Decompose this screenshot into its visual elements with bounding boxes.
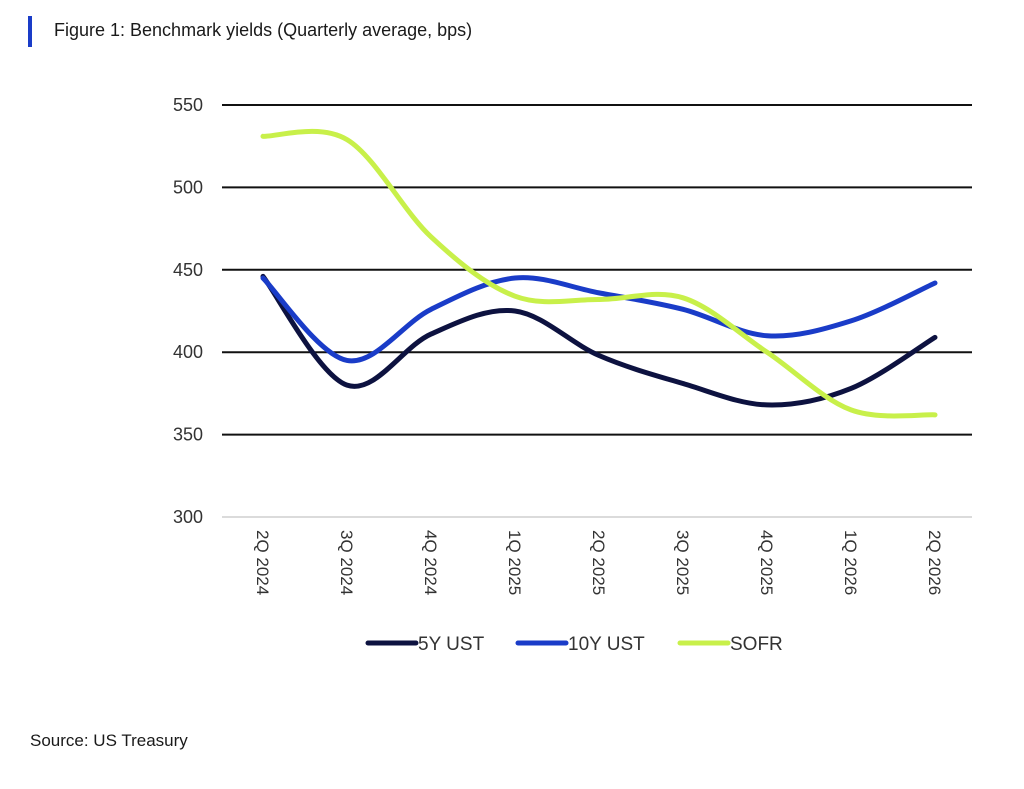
x-tick-label: 2Q 2024 [253,530,272,595]
data-point-sofr [765,350,770,355]
data-point-10y-ust [933,280,938,285]
data-point-10y-ust [597,290,602,295]
y-tick-label: 350 [173,425,203,445]
data-point-10y-ust [849,318,854,323]
data-point-sofr [597,297,602,302]
series-lines [260,128,938,419]
y-tick-label: 400 [173,342,203,362]
y-tick-label: 500 [173,177,203,197]
data-point-5y-ust [597,353,602,358]
y-tick-label: 550 [173,95,203,115]
data-point-5y-ust [933,335,938,340]
x-tick-label: 3Q 2025 [673,530,692,595]
legend-label-sofr: SOFR [730,634,783,655]
x-axis-ticks: 2Q 2024 3Q 2024 4Q 2024 1Q 2025 2Q 2025 3Q 20… [253,530,944,595]
x-tick-label: 4Q 2025 [757,530,776,595]
series-line-sofr [260,128,938,419]
data-point-5y-ust [345,383,350,388]
data-point-sofr [681,295,686,300]
source-note: Source: US Treasury [30,731,188,750]
x-tick-label: 4Q 2024 [421,530,440,595]
legend-label-5y-ust: 5Y UST [418,634,485,655]
data-point-5y-ust [513,309,518,314]
data-point-sofr [513,294,518,299]
x-tick-label: 3Q 2024 [337,530,356,595]
series-line-5y-ust [260,273,938,408]
figure-title: Figure 1: Benchmark yields (Quarterly av… [54,20,473,40]
data-point-sofr [345,137,350,142]
data-point-sofr [429,234,434,239]
data-point-5y-ust [429,332,434,337]
title-accent-bar [28,16,32,47]
legend-label-10y-ust: 10Y UST [568,634,645,655]
data-point-10y-ust [261,276,266,281]
x-tick-label: 2Q 2026 [925,530,944,595]
data-point-5y-ust [681,381,686,386]
x-tick-label: 2Q 2025 [589,530,608,595]
x-tick-label: 1Q 2025 [505,530,524,595]
legend: 5Y UST 10Y UST SOFR [365,634,783,655]
y-tick-label: 300 [173,507,203,527]
data-point-10y-ust [345,358,350,363]
data-point-sofr [849,407,854,412]
data-point-5y-ust [849,386,854,391]
y-tick-label: 450 [173,260,203,280]
series-line-10y-ust [260,275,938,364]
data-point-sofr [933,412,938,417]
line-chart: 300 350 400 450 500 550 2Q 2024 3Q 2024 4Q 2024… [173,95,972,655]
data-point-10y-ust [681,307,686,312]
data-point-10y-ust [765,333,770,338]
data-point-10y-ust [513,276,518,281]
data-point-10y-ust [429,307,434,312]
data-point-5y-ust [765,402,770,407]
x-tick-label: 1Q 2026 [841,530,860,595]
y-axis-ticks: 300 350 400 450 500 550 [173,95,203,527]
gridlines [222,104,972,518]
data-point-sofr [261,134,266,139]
